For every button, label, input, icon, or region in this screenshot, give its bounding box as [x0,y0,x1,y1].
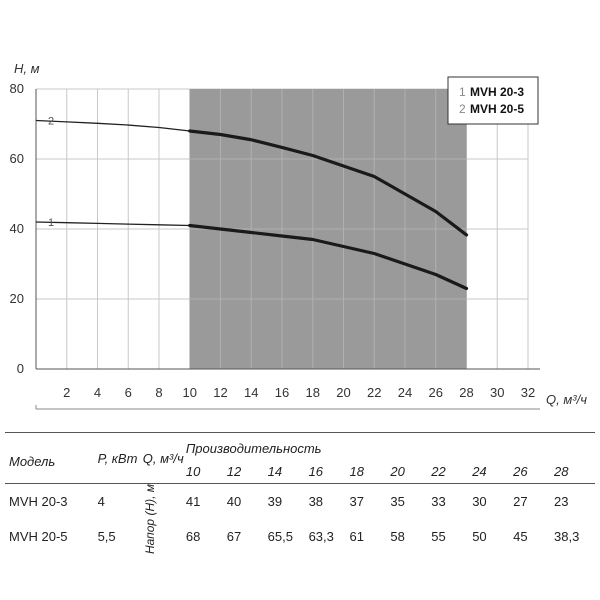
x-tick-label: 18 [306,385,320,400]
head-value: 33 [431,494,446,510]
axes [35,89,540,410]
head-value: 38,3 [554,529,580,545]
head-value: 63,3 [308,529,334,545]
legend-number: 2 [459,102,466,116]
x-axis-label: Q, м³/ч [546,392,587,407]
head-value: 23 [554,494,569,510]
model-name: MVH 20-3 [9,494,68,510]
x-tick-label: 10 [183,385,197,400]
y-tick-label: 20 [10,291,24,306]
flow-value: 14 [267,463,283,479]
head-value: 68 [185,529,201,545]
performance-table: Модель P, кВт Q, м³/ч Производительность… [5,432,595,554]
header-power: P, кВт [97,450,138,466]
x-tick-label: 28 [459,385,473,400]
curve-label-1: 1 [48,217,54,229]
x-tick-label: 6 [125,385,132,400]
flow-value: 20 [390,463,405,479]
curve-1-thin [35,221,190,227]
header-model: Модель [9,453,56,469]
head-value: 50 [472,529,487,545]
x-tick-label: 8 [155,385,162,400]
head-value: 67 [226,529,242,545]
x-tick-label: 30 [490,385,504,400]
flow-value: 18 [349,463,364,479]
header-capacity: Производительность [185,440,322,456]
curves: 12 [35,116,469,291]
legend: 1 MVH 20-3 2 MVH 20-5 [447,76,539,125]
head-label: Напор (H), м [142,484,157,555]
x-tick-label: 24 [398,385,412,400]
x-tick-labels: 2 4 6 8 10 12 14 16 18 20 22 24 26 28 30 32 [63,385,535,400]
flow-value: 16 [308,463,324,479]
head-value: 61 [349,529,364,545]
curve-label-2: 2 [48,116,54,128]
curve-2 [188,129,469,237]
head-value: 39 [267,494,283,510]
flow-value: 26 [513,463,528,479]
x-tick-label: 20 [336,385,350,400]
head-value: 41 [185,494,201,510]
table-row: MVH 20-5 5,5 68 67 65,5 63,3 61 58 55 50 45 38,3 [5,519,595,554]
head-value: 37 [349,494,364,510]
head-value: 55 [431,529,446,545]
x-tick-label: 12 [213,385,227,400]
y-tick-label: 60 [10,151,24,166]
flow-value: 24 [472,463,487,479]
x-tick-label: 26 [429,385,443,400]
performance-table-wrap: Модель P, кВт Q, м³/ч Производительность… [0,432,600,582]
legend-entry: MVH 20-5 [470,102,524,116]
curve-1 [188,223,469,291]
x-tick-label: 14 [244,385,258,400]
head-value: 27 [513,494,528,510]
flow-value: 12 [226,463,242,479]
flow-value: 10 [185,463,201,479]
y-tick-label: 40 [10,221,24,236]
curve-2-thin [35,119,190,132]
head-value: 30 [472,494,487,510]
x-tick-label: 32 [521,385,535,400]
header-flow: Q, м³/ч [142,450,184,466]
head-label-cell: Напор (H), м [142,484,186,555]
flow-values-row: 10 12 14 16 18 20 22 24 26 28 [5,459,595,484]
legend-entry: MVH 20-3 [470,85,524,99]
x-tick-label: 16 [275,385,289,400]
y-tick-label: 80 [10,81,24,96]
legend-number: 1 [459,85,466,99]
head-value: 65,5 [267,529,293,545]
head-value: 38 [308,494,324,510]
model-name: MVH 20-5 [9,529,68,545]
table-row: MVH 20-3 4 Напор (H), м 41 40 39 38 37 35 33 30 27 2… [5,483,595,554]
power-value: 5,5 [97,529,116,545]
flow-value: 22 [431,463,446,479]
head-value: 35 [390,494,405,510]
y-axis-label: H, м [14,61,40,76]
power-value: 4 [97,494,105,510]
head-value: 45 [513,529,528,545]
y-tick-label: 0 [17,361,24,376]
y-tick-labels: 0 20 40 60 80 [10,81,24,376]
x-tick-label: 2 [63,385,70,400]
x-tick-label: 4 [94,385,101,400]
x-tick-label: 22 [367,385,381,400]
flow-value: 28 [554,463,569,479]
head-value: 58 [390,529,405,545]
head-value: 40 [226,494,242,510]
